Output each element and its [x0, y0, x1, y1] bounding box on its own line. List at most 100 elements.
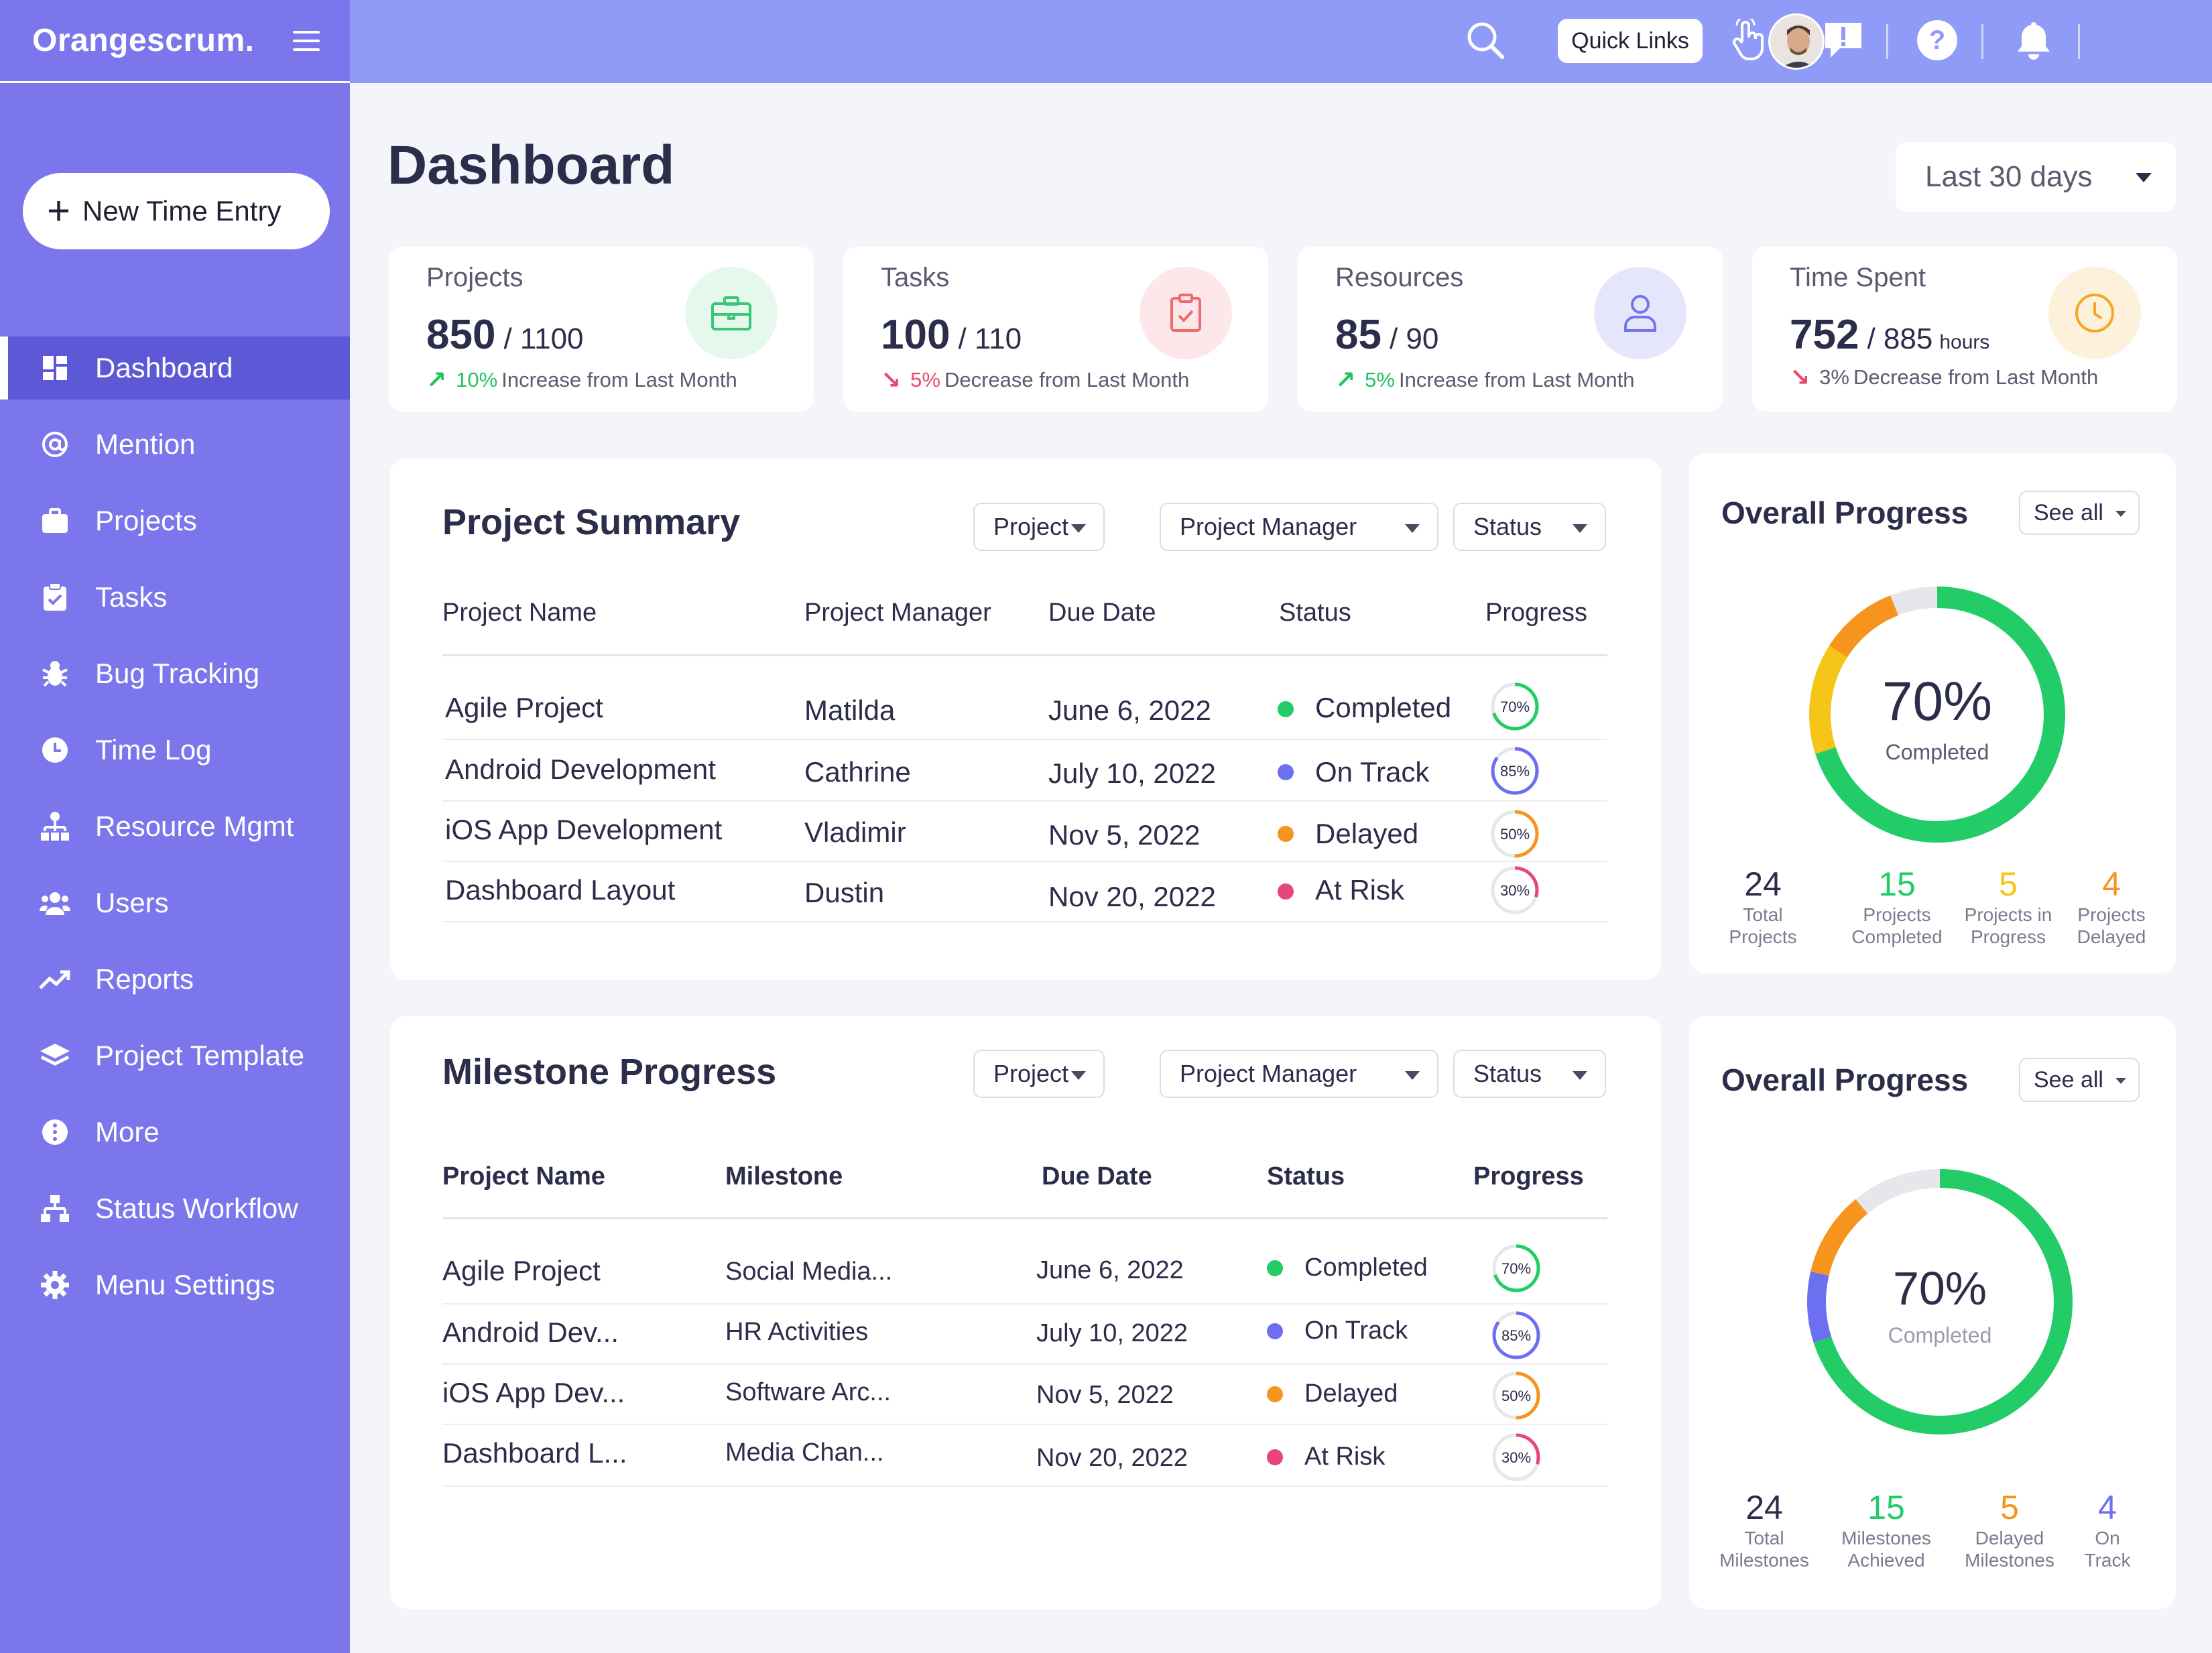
kpi-trend-percent: 5% — [910, 368, 940, 391]
filter-label: Status — [1473, 1060, 1542, 1087]
see-all-label: See all — [2034, 499, 2103, 526]
project-name[interactable]: Agile Project — [442, 1255, 601, 1286]
status-filter-dropdown[interactable]: Status — [1453, 1050, 1606, 1098]
progress-ring-graphic — [1491, 866, 1539, 914]
sidebar-item-mention[interactable]: Mention — [0, 413, 350, 476]
sidebar-item-label: Menu Settings — [95, 1269, 275, 1300]
hierarchy-icon — [39, 810, 71, 843]
kpi-label: Resources — [1335, 263, 1464, 292]
project-name[interactable]: Agile Project — [445, 692, 603, 723]
kpi-trend-text: Decrease from Last Month — [1853, 365, 2099, 389]
progress-ring-graphic — [1492, 1371, 1540, 1420]
due-date: July 10, 2022 — [1036, 1319, 1188, 1347]
kpi-trend: ↗ 10% Increase from Last Month — [426, 366, 737, 394]
stat-label: Milestones — [1841, 1528, 1931, 1548]
sidebar-item-menu-settings[interactable]: Menu Settings — [0, 1253, 350, 1317]
clock-icon — [39, 734, 71, 766]
project-filter-dropdown[interactable]: Project — [973, 503, 1105, 551]
stat-label: Projects — [1863, 904, 1931, 925]
sidebar-item-bug-tracking[interactable]: Bug Tracking — [0, 642, 350, 705]
app-logo[interactable]: Orangescrum. — [32, 23, 255, 58]
status-dot — [1267, 1449, 1283, 1465]
avatar[interactable] — [1768, 13, 1825, 70]
overall-progress-title: Overall Progress — [1721, 1062, 1969, 1097]
sidebar-item-more[interactable]: More — [0, 1101, 350, 1164]
sidebar-nav: Dashboard Mention Projects Tasks Bug Tra… — [0, 336, 350, 1330]
stat-delayed-milestones: 5 Delayed Milestones — [1949, 1488, 2070, 1571]
project-manager: Dustin — [804, 877, 885, 908]
sidebar-item-label: Bug Tracking — [95, 658, 260, 689]
sidebar-item-label: More — [95, 1116, 160, 1148]
chevron-down-icon — [2115, 511, 2126, 517]
sidebar-item-resource-mgmt[interactable]: Resource Mgmt — [0, 795, 350, 858]
due-date: Nov 20, 2022 — [1036, 1444, 1188, 1472]
stat-value: 24 — [1745, 1489, 1783, 1526]
sidebar-item-dashboard[interactable]: Dashboard — [0, 336, 350, 400]
project-name[interactable]: Dashboard Layout — [445, 874, 676, 906]
chevron-down-icon — [1573, 1071, 1587, 1080]
kpi-card-resources: Resources 85/ 90 ↗ 5% Increase from Last… — [1298, 247, 1723, 412]
new-time-entry-button[interactable]: + New Time Entry — [23, 173, 330, 249]
progress-ring: 30% — [1491, 1432, 1542, 1483]
kpi-card-tasks: Tasks 100/ 110 ↘ 5% Decrease from Last M… — [843, 247, 1268, 412]
project-name[interactable]: Android Dev... — [442, 1317, 619, 1348]
sidebar-item-reports[interactable]: Reports — [0, 948, 350, 1011]
feedback-icon[interactable] — [1821, 17, 1866, 63]
filter-label: Project Manager — [1180, 1060, 1357, 1087]
kpi-trend-text: Increase from Last Month — [501, 368, 737, 391]
sidebar-item-label: Resource Mgmt — [95, 810, 294, 842]
progress-ring-arc — [1491, 747, 1539, 795]
search-icon[interactable] — [1463, 17, 1508, 63]
project-name[interactable]: iOS App Development — [445, 814, 723, 845]
status-text: Completed — [1304, 1253, 1428, 1282]
milestone-progress-donut — [1807, 1169, 2073, 1434]
milestone-name: Social Media... — [725, 1258, 893, 1286]
sidebar-item-projects[interactable]: Projects — [0, 489, 350, 552]
quick-links-button[interactable]: Quick Links — [1558, 19, 1703, 63]
row-divider — [442, 800, 1607, 802]
project-name[interactable]: iOS App Dev... — [442, 1377, 625, 1408]
row-divider — [442, 1363, 1607, 1365]
row-divider — [442, 739, 1607, 740]
project-manager-filter-dropdown[interactable]: Project Manager — [1160, 503, 1438, 551]
notification-bell-icon[interactable] — [2011, 17, 2056, 63]
kpi-label: Projects — [426, 263, 524, 292]
progress-ring-graphic — [1492, 1311, 1540, 1359]
sidebar-item-time-log[interactable]: Time Log — [0, 719, 350, 782]
see-all-button[interactable]: See all — [2019, 1058, 2140, 1102]
sidebar-item-label: Reports — [95, 963, 194, 995]
project-name[interactable]: Dashboard L... — [442, 1437, 627, 1469]
sidebar-item-users[interactable]: Users — [0, 871, 350, 934]
progress-ring: 85% — [1489, 745, 1540, 796]
progress-ring-graphic — [1491, 810, 1539, 858]
stat-label: Delayed — [2077, 926, 2146, 947]
donut-percent: 70% — [1892, 1262, 1987, 1314]
project-name[interactable]: Android Development — [445, 753, 716, 785]
milestone-progress-title: Milestone Progress — [442, 1052, 777, 1092]
sidebar-item-tasks[interactable]: Tasks — [0, 566, 350, 629]
hand-pointer-icon[interactable] — [1725, 17, 1771, 63]
status-dot — [1278, 701, 1294, 717]
column-header: Project Manager — [804, 599, 991, 627]
date-range-select[interactable]: Last 30 days — [1896, 142, 2176, 212]
progress-ring-graphic — [1492, 1433, 1540, 1481]
chevron-down-icon — [1573, 524, 1587, 533]
stat-value: 5 — [2000, 1489, 2019, 1526]
see-all-button[interactable]: See all — [2019, 491, 2140, 535]
kpi-trend: ↘ 3% Decrease from Last Month — [1790, 363, 2098, 391]
stat-label: Total — [1744, 1528, 1784, 1548]
project-filter-dropdown[interactable]: Project — [973, 1050, 1105, 1098]
top-bar: Quick Links ? — [350, 0, 2212, 83]
project-manager-filter-dropdown[interactable]: Project Manager — [1160, 1050, 1438, 1098]
hamburger-menu-icon[interactable] — [293, 30, 320, 51]
kpi-trend: ↘ 5% Decrease from Last Month — [881, 366, 1189, 394]
project-summary-title: Project Summary — [442, 502, 741, 542]
sidebar-item-project-template[interactable]: Project Template — [0, 1024, 350, 1087]
progress-ring: 50% — [1491, 1370, 1542, 1421]
project-manager: Vladimir — [804, 816, 906, 848]
status-filter-dropdown[interactable]: Status — [1453, 503, 1606, 551]
help-icon[interactable]: ? — [1914, 17, 1960, 63]
sidebar-item-status-workflow[interactable]: Status Workflow — [0, 1177, 350, 1240]
sidebar-item-label: Projects — [95, 505, 197, 536]
kpi-card-projects: Projects 850/ 1100 ↗ 10% Increase from L… — [389, 247, 814, 412]
